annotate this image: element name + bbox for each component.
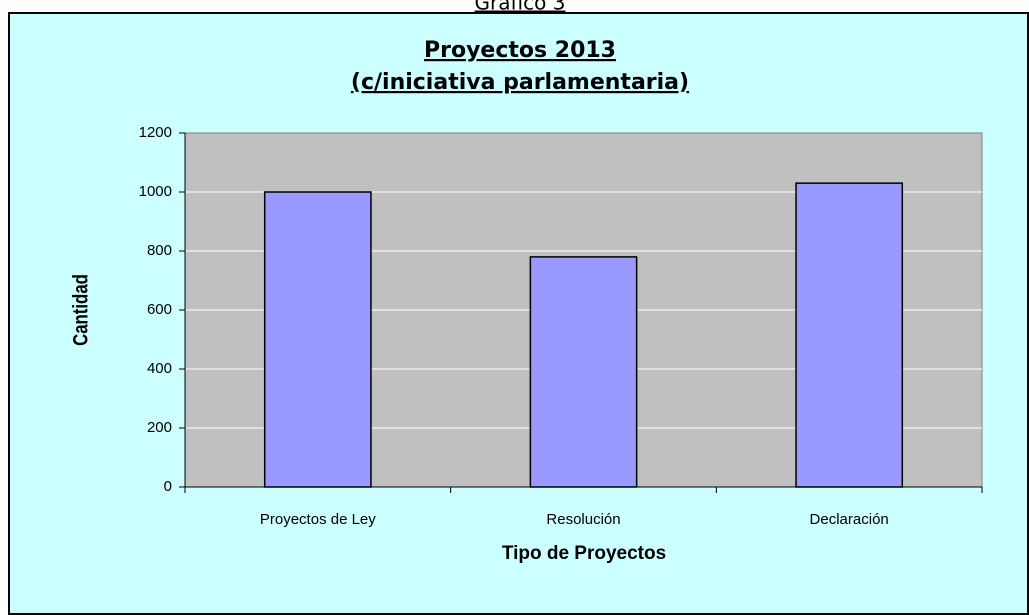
y-axis-label: Cantidad: [70, 274, 93, 346]
y-tick-label: 600: [147, 301, 172, 318]
y-tick-label: 0: [164, 478, 172, 495]
bar: [795, 182, 904, 488]
caption: Gráfico 3: [475, 0, 566, 15]
y-tick-label: 200: [147, 419, 172, 436]
bar: [263, 191, 372, 488]
bar: [529, 256, 638, 488]
x-tick-label: Resolución: [546, 511, 620, 528]
x-axis-label: Tipo de Proyectos: [502, 543, 666, 564]
y-tick-label: 400: [147, 360, 172, 377]
y-tick-label: 1200: [139, 124, 172, 141]
chart-title: Proyectos 2013: [424, 38, 616, 63]
x-tick-label: Proyectos de Ley: [260, 511, 376, 528]
y-tick-label: 800: [147, 242, 172, 259]
x-tick-label: Declaración: [810, 511, 889, 528]
chart-subtitle: (c/iniciativa parlamentaria): [351, 70, 689, 95]
y-tick-label: 1000: [139, 183, 172, 200]
